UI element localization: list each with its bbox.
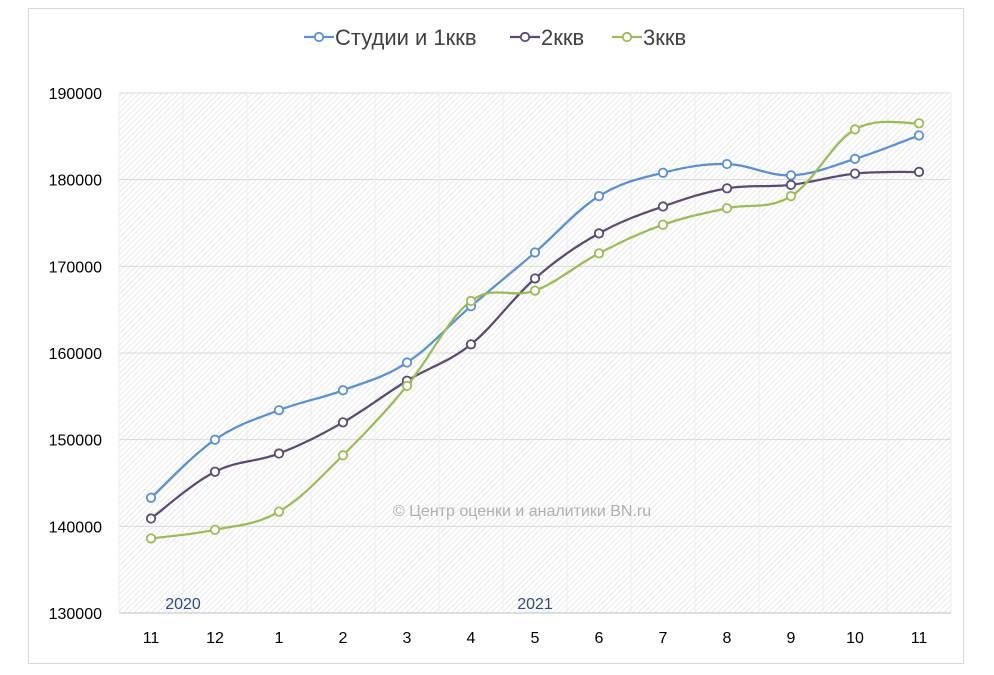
data-point: [657, 219, 669, 230]
x-tick-label: 11: [911, 630, 928, 647]
x-tick-label: 9: [787, 630, 796, 647]
y-tick-label: 190000: [49, 86, 102, 103]
series-3: [145, 118, 925, 544]
data-point: [657, 201, 669, 212]
x-tick-label: 1: [275, 630, 284, 647]
x-tick-label: 8: [723, 630, 732, 647]
series-group: [145, 118, 925, 544]
data-point: [785, 191, 797, 202]
legend: Студии и 1ккв 2ккв 3ккв: [304, 25, 686, 50]
x-tick-label: 3: [403, 630, 412, 647]
data-point: [913, 118, 925, 129]
data-point: [465, 339, 477, 350]
data-point: [273, 506, 285, 517]
data-point: [785, 179, 797, 190]
data-point: [209, 434, 221, 445]
data-point: [145, 533, 157, 544]
x-tick-label: 6: [595, 630, 604, 647]
data-point: [145, 492, 157, 503]
y-axis: 130000 140000 150000 160000 170000 180000 1900…: [49, 86, 102, 623]
data-point: [401, 357, 413, 368]
x-tick-label: 11: [143, 630, 160, 647]
y-tick-label: 180000: [49, 173, 102, 190]
legend-item-1: Студии и 1ккв: [304, 25, 477, 50]
data-point: [529, 273, 541, 284]
data-point: [529, 285, 541, 296]
y-tick-label: 170000: [49, 259, 102, 276]
data-point: [913, 130, 925, 141]
data-point: [785, 170, 797, 181]
legend-label: Студии и 1ккв: [335, 25, 477, 50]
x-tick-label: 10: [846, 630, 864, 647]
x-tick-label: 2: [339, 630, 348, 647]
legend-label: 2ккв: [541, 25, 584, 50]
legend-item-3: 3ккв: [612, 25, 686, 50]
data-point: [209, 466, 221, 477]
data-point: [593, 248, 605, 259]
data-point: [337, 385, 349, 396]
data-point: [593, 228, 605, 239]
data-point: [209, 524, 221, 535]
data-point: [849, 153, 861, 164]
data-point: [721, 203, 733, 214]
data-point: [273, 405, 285, 416]
y-tick-label: 150000: [49, 433, 102, 450]
data-point: [913, 166, 925, 177]
y-tick-label: 140000: [49, 519, 102, 536]
data-point: [721, 158, 733, 170]
y-tick-label: 130000: [49, 606, 102, 623]
legend-marker: [313, 31, 325, 43]
data-point: [849, 168, 861, 179]
data-point: [593, 191, 605, 202]
series-1: [145, 130, 925, 503]
data-point: [337, 450, 349, 461]
legend-marker: [621, 31, 633, 43]
data-point: [465, 295, 477, 307]
x-tick-label: 12: [206, 630, 224, 647]
year-label: 2021: [517, 596, 553, 613]
year-label: 2020: [165, 596, 201, 613]
data-point: [145, 513, 157, 524]
watermark-text: © Центр оценки и аналитики BN.ru: [393, 503, 651, 520]
x-tick-label: 4: [467, 630, 476, 647]
legend-marker: [519, 31, 531, 43]
data-point: [657, 167, 669, 178]
gridlines: [118, 92, 952, 614]
y-tick-label: 160000: [49, 346, 102, 363]
x-tick-label: 5: [531, 630, 540, 647]
x-tick-label: 7: [659, 630, 668, 647]
data-point: [337, 417, 349, 428]
data-point: [273, 448, 285, 459]
legend-item-2: 2ккв: [510, 25, 584, 50]
legend-label: 3ккв: [643, 25, 686, 50]
data-point: [529, 247, 541, 258]
data-point: [849, 124, 861, 135]
series-2: [145, 166, 925, 524]
data-point: [401, 380, 413, 392]
data-point: [721, 183, 733, 194]
